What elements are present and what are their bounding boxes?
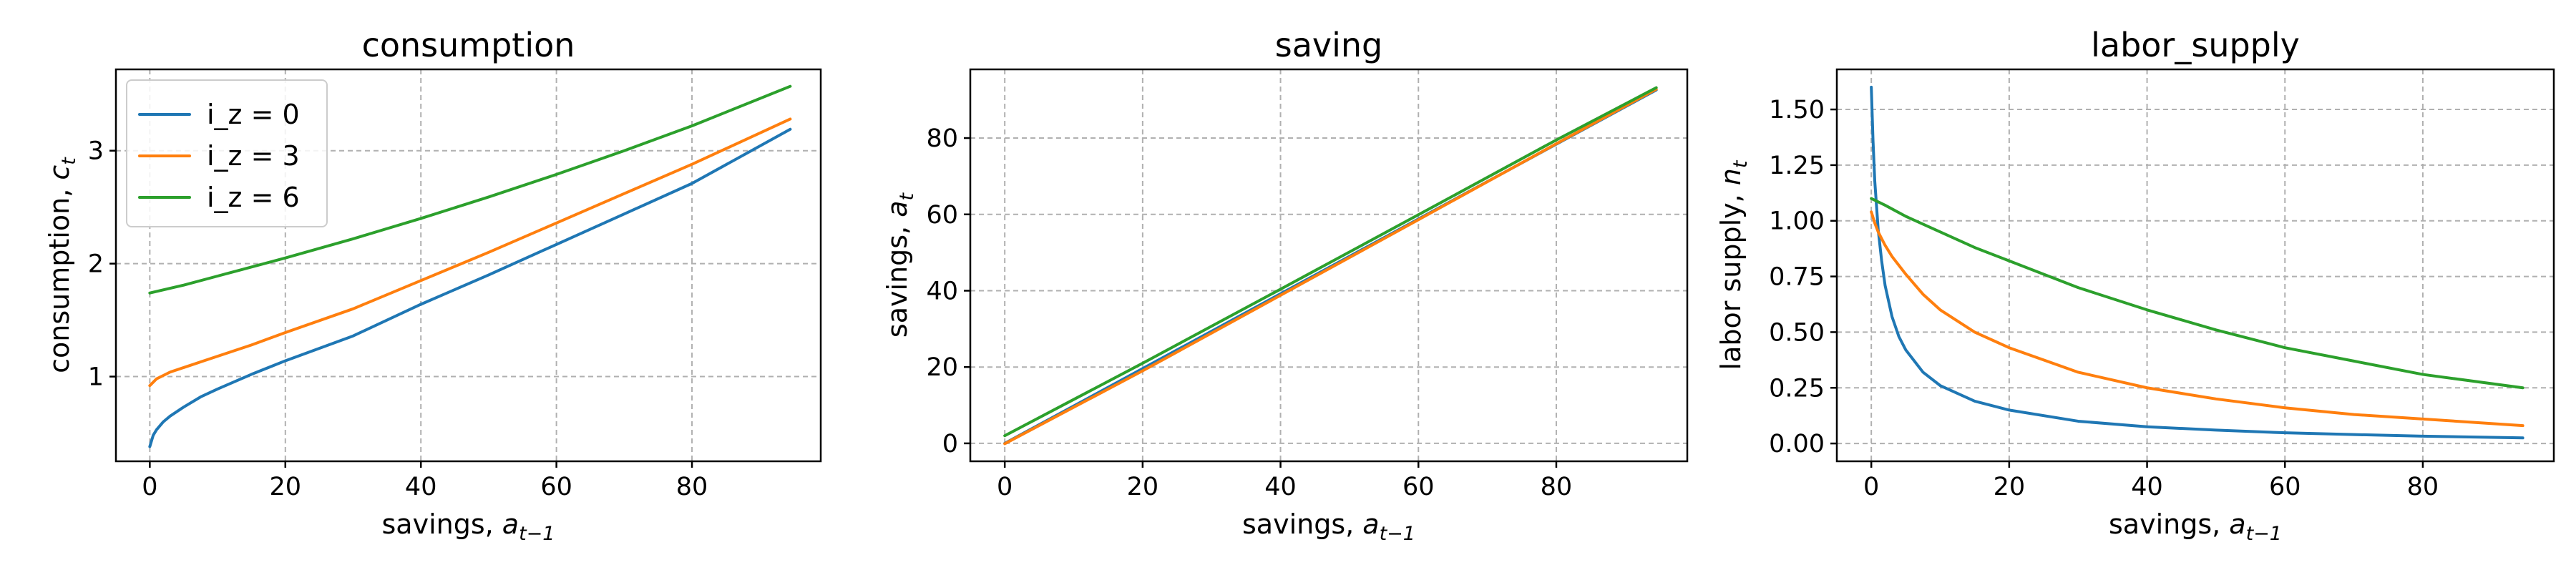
x-tick-label: 60 — [540, 473, 572, 501]
x-tick-label: 60 — [1402, 473, 1435, 501]
x-axis-label: savings, at−1 — [1242, 508, 1415, 545]
y-tick-label: 2 — [88, 250, 104, 279]
legend-label-1: i_z = 0 — [207, 99, 300, 130]
x-tick-label: 20 — [270, 473, 302, 501]
chart-title: consumption — [362, 26, 575, 64]
series-line-3 — [1870, 197, 2524, 390]
x-tick-label: 40 — [2131, 473, 2163, 501]
y-tick-label: 3 — [88, 137, 104, 166]
x-tick-label: 40 — [1264, 473, 1297, 501]
y-tick-label: 60 — [926, 201, 958, 230]
y-tick-label: 1.00 — [1769, 207, 1825, 236]
x-tick-label: 20 — [1994, 473, 2026, 501]
x-tick-label: 80 — [676, 473, 708, 501]
axes-background — [1837, 69, 2554, 461]
y-axis-label: savings, at — [882, 192, 918, 338]
y-tick-label: 1 — [88, 363, 104, 392]
x-tick-label: 0 — [142, 473, 157, 501]
y-tick-label: 0.25 — [1769, 374, 1825, 403]
chart-panel-2: 0 20 40 60 80 0 20 40 60 80 saving savings, at−1 sav… — [882, 26, 1689, 545]
x-axis-label: savings, at−1 — [382, 508, 555, 545]
chart-title: saving — [1275, 26, 1383, 64]
series-line-3 — [148, 84, 792, 295]
y-axis-label: consumption, ct — [44, 157, 80, 373]
y-tick-label: 80 — [926, 124, 958, 153]
legend-box — [126, 79, 328, 227]
series-line-1 — [148, 127, 792, 448]
chart-title: labor_supply — [2091, 26, 2300, 64]
legend: i_z = 0 i_z = 3 i_z = 6 — [126, 79, 328, 227]
axes-frame — [1835, 68, 2555, 463]
axes-frame — [969, 68, 1689, 463]
y-axis-label: labor supply, nt — [1715, 159, 1752, 370]
x-tick-label: 0 — [1863, 473, 1879, 501]
legend-label-2: i_z = 3 — [207, 140, 300, 172]
series-line-3 — [1003, 86, 1658, 438]
y-tick-label: 0.75 — [1769, 263, 1825, 292]
x-tick-label: 40 — [405, 473, 437, 501]
x-axis-label: savings, at−1 — [2109, 508, 2282, 545]
y-tick-label: 1.25 — [1769, 152, 1825, 180]
x-tick-label: 0 — [997, 473, 1013, 501]
series-line-2 — [148, 117, 792, 388]
y-tick-label: 40 — [926, 277, 958, 305]
y-tick-label: 0.50 — [1769, 318, 1825, 347]
x-tick-label: 60 — [2269, 473, 2301, 501]
y-tick-label: 1.50 — [1769, 96, 1825, 124]
y-tick-label: 0 — [942, 430, 958, 458]
x-tick-label: 80 — [1541, 473, 1573, 501]
chart-panel-1: 0 20 40 60 80 1 2 3 consumption savings, at−1 cons… — [44, 26, 822, 545]
axes-frame — [114, 68, 822, 463]
x-tick-label: 20 — [1127, 473, 1159, 501]
x-tick-label: 80 — [2407, 473, 2439, 501]
series-line-2 — [1003, 87, 1658, 446]
series-line-2 — [1870, 210, 2524, 428]
y-tick-label: 0.00 — [1769, 430, 1825, 458]
legend-label-3: i_z = 6 — [207, 182, 300, 213]
y-tick-label: 20 — [926, 353, 958, 382]
chart-panel-3: 0 20 40 60 80 0.00 0.25 0.50 0.75 1.00 1.25 1.50 lab… — [1715, 26, 2555, 545]
